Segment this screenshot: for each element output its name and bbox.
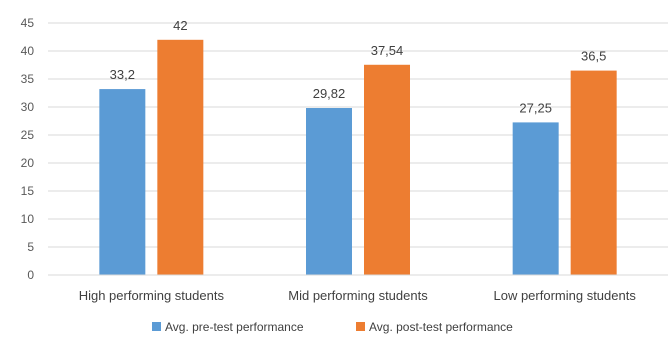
legend-label: Avg. post-test performance	[369, 320, 513, 334]
legend: Avg. pre-test performance Avg. post-test …	[152, 320, 513, 334]
y-tick-label: 45	[21, 16, 35, 30]
data-label: 36,5	[581, 49, 606, 64]
x-tick-label: Low performing students	[493, 288, 636, 303]
gridlines	[48, 22, 668, 276]
bar	[306, 108, 352, 276]
legend-swatch	[152, 322, 161, 331]
y-tick-label: 15	[21, 184, 35, 198]
legend-label: Avg. pre-test performance	[165, 320, 304, 334]
data-label: 29,82	[313, 86, 346, 101]
data-label: 42	[173, 18, 187, 33]
y-tick-label: 20	[21, 156, 35, 170]
y-tick-label: 40	[21, 44, 35, 58]
y-tick-label: 10	[21, 212, 35, 226]
y-tick-label: 35	[21, 72, 35, 86]
bar	[157, 39, 204, 275]
bars: 33,2 42 29,82 37,54 27,25 36,5	[99, 18, 617, 276]
y-tick-label: 0	[27, 268, 34, 282]
y-tick-label: 5	[27, 240, 34, 254]
bar	[570, 70, 617, 275]
y-tick-label: 30	[21, 100, 35, 114]
legend-swatch	[356, 322, 365, 331]
x-axis: High performing students Mid performing s…	[48, 274, 668, 303]
bar	[512, 122, 559, 276]
bar	[364, 64, 410, 275]
data-label: 37,54	[371, 43, 404, 58]
y-axis: 0 5 10 15 20 25 30 35 40 45	[21, 16, 35, 282]
x-tick-label: High performing students	[79, 288, 225, 303]
data-label: 33,2	[110, 67, 135, 82]
data-label: 27,25	[519, 100, 552, 115]
bar	[99, 89, 146, 275]
y-tick-label: 25	[21, 128, 35, 142]
x-tick-label: Mid performing students	[288, 288, 428, 303]
